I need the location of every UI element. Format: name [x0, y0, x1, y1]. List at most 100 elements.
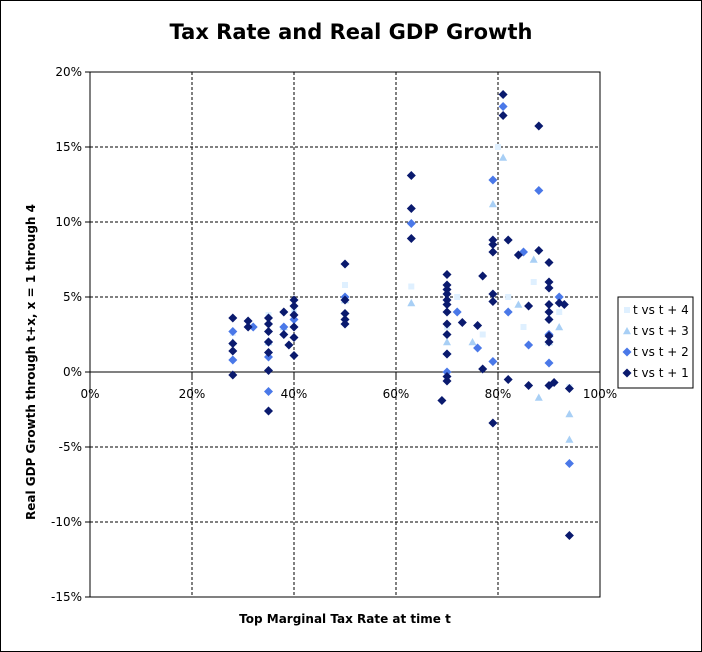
data-point	[564, 459, 574, 468]
series-t-vs-t-4	[229, 144, 573, 390]
data-point	[554, 292, 564, 302]
data-point	[495, 144, 501, 150]
data-point	[264, 327, 273, 336]
data-point	[284, 340, 294, 350]
data-point	[228, 327, 238, 336]
data-point	[264, 319, 273, 329]
data-point	[544, 277, 554, 287]
y-tick-label: 5%	[63, 290, 82, 304]
data-point	[406, 204, 416, 213]
data-point	[406, 219, 416, 228]
data-point	[442, 319, 452, 329]
series-t-vs-t-2	[228, 102, 574, 468]
data-point	[544, 307, 554, 317]
data-point	[228, 355, 238, 365]
data-point	[340, 259, 350, 269]
data-point	[442, 289, 452, 299]
data-point	[407, 299, 416, 307]
data-point	[442, 307, 452, 317]
data-point	[442, 300, 452, 309]
data-point	[228, 370, 238, 380]
data-point	[534, 246, 544, 255]
y-tick-label: -15%	[51, 590, 82, 604]
data-point	[289, 322, 299, 332]
data-point	[520, 324, 527, 330]
data-point	[452, 307, 462, 317]
data-point	[340, 309, 350, 318]
data-point	[264, 313, 273, 323]
y-tick-label: 0%	[63, 365, 82, 379]
data-point	[498, 111, 508, 120]
data-point	[442, 270, 452, 279]
data-point	[289, 351, 299, 360]
data-point	[437, 396, 447, 405]
x-axis-label: Top Marginal Tax Rate at time t	[239, 612, 451, 626]
legend-label: t vs t + 2	[633, 345, 689, 359]
data-point	[534, 121, 544, 131]
data-point	[544, 315, 554, 324]
data-point	[228, 313, 238, 323]
data-point	[340, 295, 350, 305]
data-point	[503, 375, 513, 384]
data-point	[534, 186, 544, 195]
data-point	[555, 323, 564, 331]
data-point	[442, 349, 452, 359]
y-tick-label: 10%	[55, 215, 82, 229]
legend-marker	[622, 347, 632, 357]
data-point	[406, 171, 416, 180]
legend-label: t vs t + 1	[633, 366, 689, 380]
data-point	[473, 343, 483, 353]
legend-label: t vs t + 3	[633, 324, 689, 338]
data-point	[408, 283, 415, 290]
data-point	[498, 102, 508, 111]
data-point	[478, 271, 488, 281]
data-point	[488, 247, 498, 257]
data-point	[503, 307, 513, 317]
data-point	[530, 279, 537, 285]
data-point	[503, 235, 513, 245]
data-point	[243, 316, 253, 326]
y-tick-label: -5%	[59, 440, 82, 454]
data-point	[544, 337, 554, 347]
chart-title: Tax Rate and Real GDP Growth	[169, 20, 533, 44]
data-point	[524, 301, 534, 311]
data-point	[556, 309, 563, 315]
data-point	[513, 250, 523, 260]
data-point	[549, 378, 559, 387]
x-tick-label: 80%	[485, 387, 512, 401]
data-point	[454, 294, 461, 300]
data-point	[488, 357, 498, 366]
data-point	[468, 338, 477, 346]
data-point	[488, 175, 498, 185]
x-tick-label: 40%	[281, 387, 308, 401]
data-point	[264, 348, 273, 357]
axis-ticks: 20% 15% 10% 5% 0% -5% -10% -15% 0% 20% 40% 60% 80% 10…	[51, 65, 617, 604]
data-point	[228, 339, 238, 348]
data-point	[406, 234, 416, 243]
legend-marker	[623, 327, 631, 335]
data-point	[544, 283, 554, 293]
y-tick-label: 15%	[55, 140, 82, 154]
data-point	[565, 435, 574, 443]
legend-marker	[624, 307, 630, 313]
data-point	[544, 358, 554, 368]
data-point	[514, 300, 523, 308]
data-point	[289, 310, 299, 320]
x-tick-label: 60%	[383, 387, 410, 401]
data-point	[565, 410, 574, 418]
data-point	[279, 322, 289, 332]
data-point	[289, 333, 299, 342]
data-point	[279, 330, 289, 339]
data-point	[479, 331, 486, 338]
series-t-vs-t-1	[228, 90, 574, 540]
data-point	[564, 531, 574, 540]
data-point	[264, 387, 273, 396]
y-tick-label: 20%	[55, 65, 82, 79]
data-point	[544, 300, 554, 309]
data-point	[498, 90, 508, 99]
legend-marker	[622, 368, 632, 378]
y-tick-label: -10%	[51, 515, 82, 529]
data-point	[488, 200, 497, 208]
